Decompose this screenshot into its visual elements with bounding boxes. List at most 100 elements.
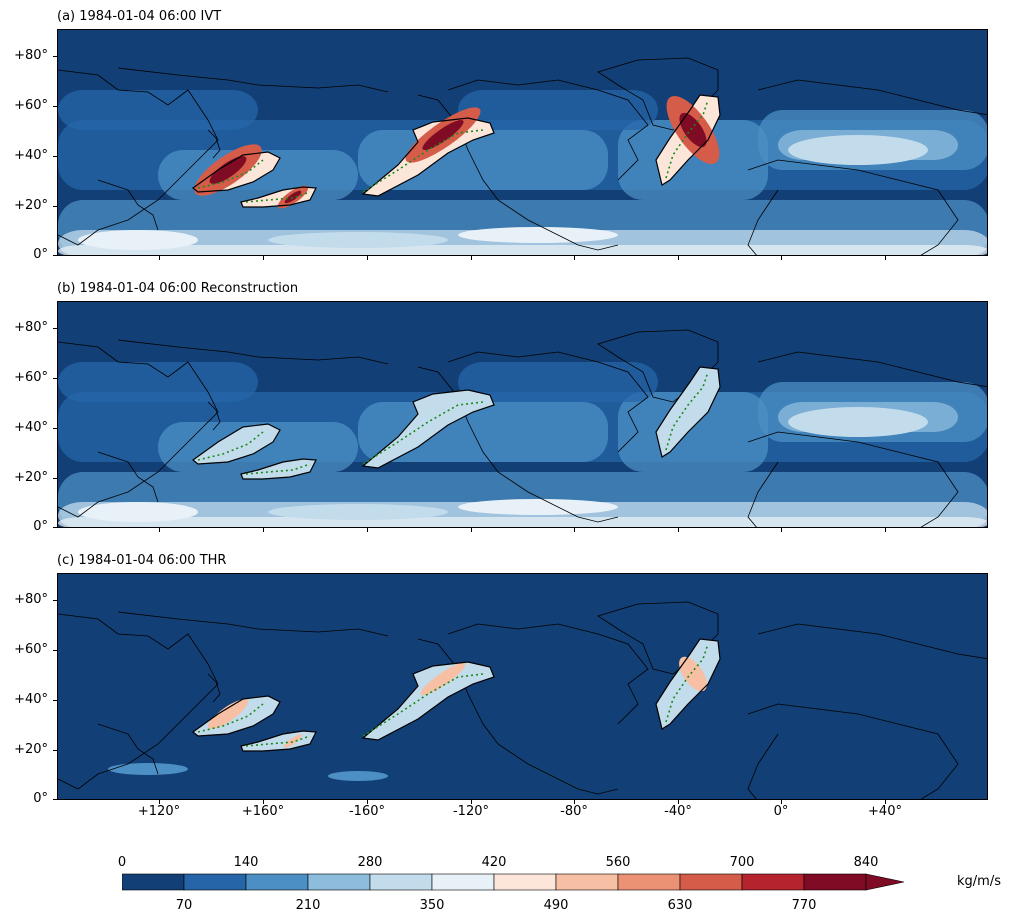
ivt-field-region: [328, 771, 388, 781]
atmospheric-river-core: [422, 119, 464, 151]
x-tick-mark: [263, 256, 264, 260]
x-tick-mark: [263, 800, 264, 804]
y-tick-mark: [53, 377, 57, 379]
coastline: [58, 69, 219, 246]
x-tick-mark: [471, 256, 472, 260]
ivt-field-region: [268, 232, 448, 248]
atmospheric-river-core: [207, 699, 249, 729]
x-tick-label: +120°: [137, 804, 181, 819]
atmospheric-river-axis: [665, 99, 709, 179]
atmospheric-river-core: [209, 156, 247, 184]
y-tick-mark: [53, 55, 57, 57]
colorbar-top-label: 560: [605, 855, 631, 870]
atmospheric-river-fill: [656, 367, 720, 457]
ivt-field-region: [78, 502, 198, 522]
atmospheric-river-fill: [656, 639, 720, 729]
atmospheric-river-axis: [362, 129, 484, 193]
y-tick-label: +20°: [14, 470, 48, 486]
colorbar-swatch: [122, 873, 185, 891]
atmospheric-river-core: [679, 656, 707, 692]
x-tick-label: -40°: [664, 804, 692, 819]
x-tick-label: -160°: [348, 804, 386, 819]
colorbar-swatches: [122, 873, 905, 891]
x-tick-mark: [159, 800, 160, 804]
panel-c-title: (c) 1984-01-04 06:00 THR: [57, 553, 227, 568]
colorbar-top-label: 420: [481, 855, 507, 870]
coastline: [447, 79, 649, 181]
y-tick-mark: [53, 105, 57, 107]
coastline: [757, 79, 987, 116]
y-tick-mark: [53, 156, 57, 158]
ivt-field-region: [458, 227, 618, 243]
coastline: [207, 129, 221, 159]
ivt-field-region: [78, 230, 198, 250]
colorbar-swatch: [245, 873, 309, 891]
ivt-field-region: [58, 517, 987, 527]
atmospheric-river-contour: [192, 695, 281, 737]
x-tick-mark: [781, 528, 782, 532]
y-tick-label: +80°: [14, 591, 48, 607]
atmospheric-river-axis: [665, 371, 709, 451]
y-tick-mark: [53, 327, 57, 329]
coastline: [417, 638, 619, 795]
y-tick-label: 0°: [33, 519, 48, 534]
atmospheric-river-fill: [193, 424, 280, 464]
ivt-field-region: [108, 763, 188, 775]
colorbar-bottom-label: 630: [667, 898, 693, 913]
colorbar-bottom-label: 770: [791, 898, 817, 913]
colorbar-extend-arrow: [865, 873, 905, 891]
x-tick-mark: [885, 528, 886, 532]
atmospheric-river-fill: [241, 459, 316, 479]
y-tick-label: +40°: [14, 692, 48, 708]
atmospheric-river-axis: [665, 643, 709, 723]
atmospheric-river-axis: [362, 401, 484, 465]
y-tick-label: 0°: [33, 791, 48, 806]
x-tick-label: +40°: [868, 804, 902, 819]
x-tick-mark: [678, 256, 679, 260]
coastline: [747, 461, 779, 527]
map-panel-a: [57, 29, 988, 256]
colorbar-swatch: [431, 873, 495, 891]
x-tick-mark: [678, 528, 679, 532]
coastline: [757, 623, 987, 660]
y-tick-mark: [53, 599, 57, 601]
ivt-field-region: [618, 120, 768, 200]
x-tick-mark: [781, 256, 782, 260]
atmospheric-river-contour: [240, 730, 317, 752]
y-tick-mark: [53, 527, 57, 528]
y-tick-label: +80°: [14, 319, 48, 335]
coastline: [97, 179, 159, 231]
atmospheric-river-axis: [245, 735, 311, 747]
y-tick-mark: [53, 255, 57, 256]
atmospheric-river-contour: [192, 423, 281, 465]
coastline: [747, 733, 779, 799]
ivt-field-region: [458, 90, 658, 130]
ivt-field-region: [268, 504, 448, 520]
y-tick-mark: [53, 206, 57, 208]
y-tick-label: +20°: [14, 198, 48, 214]
y-tick-mark: [53, 649, 57, 651]
coastline: [417, 366, 619, 523]
atmospheric-river-contour: [655, 366, 721, 458]
reconstruction-map-b: [58, 302, 987, 527]
ivt-map-a: [58, 30, 987, 255]
coastline: [207, 673, 221, 703]
atmospheric-river-core: [283, 734, 303, 748]
colorbar-swatch: [369, 873, 433, 891]
atmospheric-river-contour: [361, 661, 495, 741]
atmospheric-river-core: [679, 112, 707, 148]
x-tick-mark: [781, 800, 782, 804]
y-tick-mark: [53, 750, 57, 752]
ivt-field-region: [58, 362, 258, 402]
y-tick-mark: [53, 700, 57, 702]
coastline: [97, 451, 159, 503]
coastline: [117, 339, 389, 365]
colorbar-bottom-label: 70: [175, 898, 193, 913]
atmospheric-river-core: [420, 662, 466, 696]
atmospheric-river-contour: [240, 458, 317, 480]
x-tick-label: +160°: [241, 804, 285, 819]
colorbar-swatch: [493, 873, 557, 891]
colorbar-swatch: [307, 873, 371, 891]
colorbar-swatch: [555, 873, 619, 891]
ivt-field-region: [618, 392, 768, 472]
